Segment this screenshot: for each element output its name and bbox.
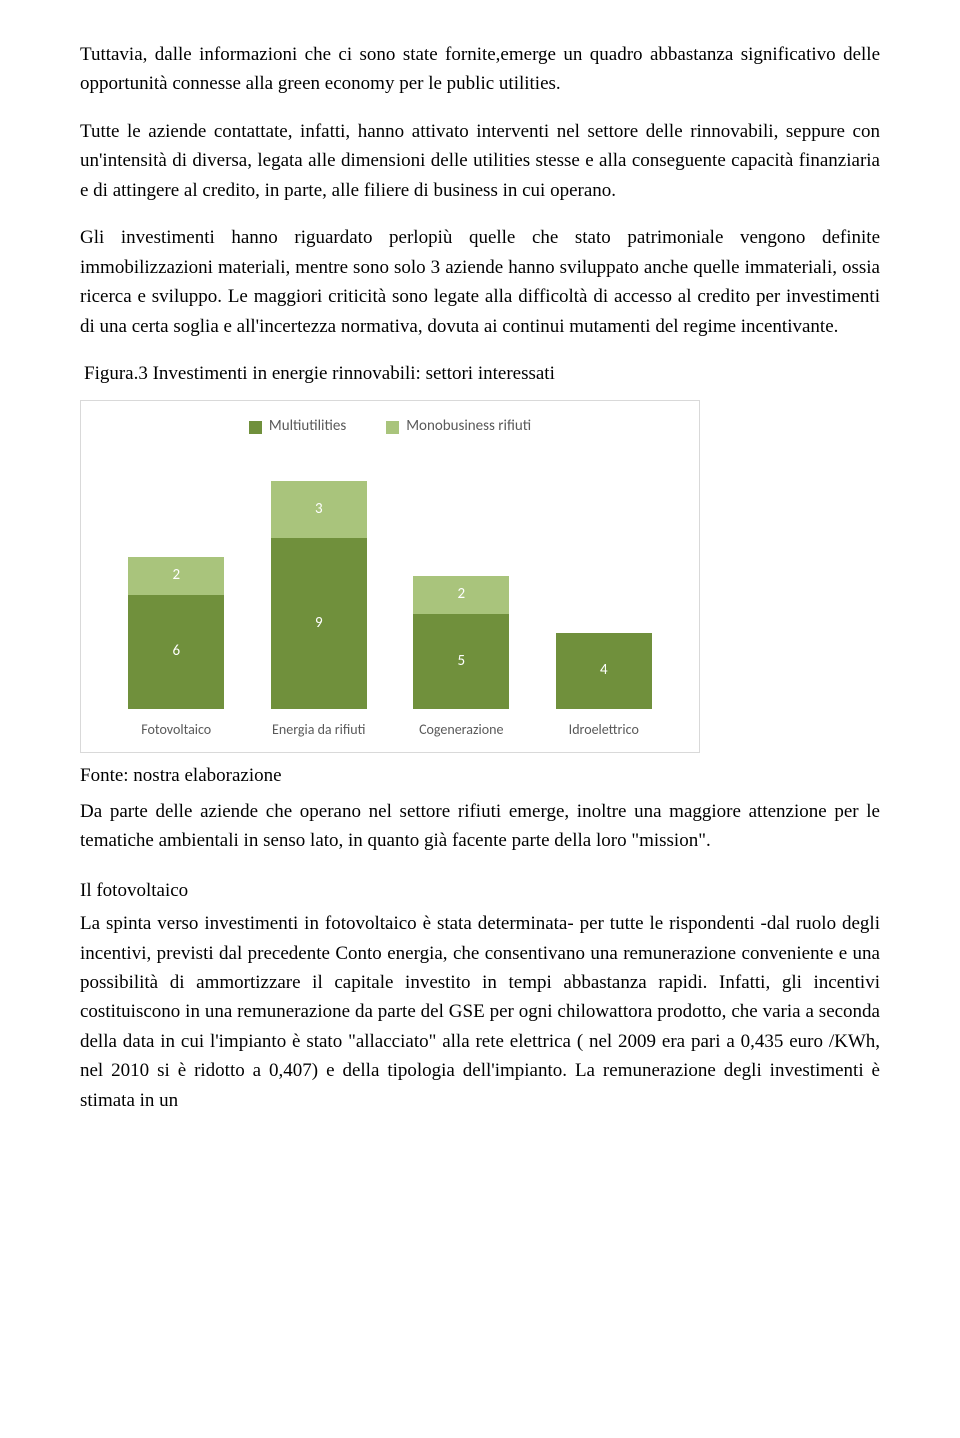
bar-segment-multiutilities: 5	[413, 614, 509, 709]
legend-item: Monobusiness rifiuti	[386, 415, 531, 438]
legend-swatch	[249, 421, 262, 434]
bar-segment-monobusiness: 3	[271, 481, 367, 538]
legend-item: Multiutilities	[249, 415, 346, 438]
bar-segment-multiutilities: 6	[128, 595, 224, 709]
bar-stack: 93	[271, 481, 367, 709]
body-paragraph: Gli investimenti hanno riguardato perlop…	[80, 223, 880, 341]
bar-segment-monobusiness: 2	[128, 557, 224, 595]
body-paragraph: La spinta verso investimenti in fotovolt…	[80, 909, 880, 1115]
bar-segment-multiutilities: 9	[271, 538, 367, 709]
bar-segment-multiutilities: 4	[556, 633, 652, 709]
legend-label: Multiutilities	[269, 415, 346, 438]
body-paragraph: Tutte le aziende contattate, infatti, ha…	[80, 117, 880, 205]
bar-column: 62	[111, 557, 241, 709]
body-paragraph: Da parte delle aziende che operano nel s…	[80, 797, 880, 856]
bar-stack: 62	[128, 557, 224, 709]
legend-label: Monobusiness rifiuti	[406, 415, 531, 438]
axis-category-label: Fotovoltaico	[111, 719, 241, 741]
section-subheading: Il fotovoltaico	[80, 876, 880, 905]
axis-category-label: Energia da rifiuti	[254, 719, 384, 741]
bar-column: 93	[254, 481, 384, 709]
bar-column: 4	[539, 633, 669, 709]
chart-legend: Multiutilities Monobusiness rifiuti	[99, 415, 681, 438]
body-paragraph: Tuttavia, dalle informazioni che ci sono…	[80, 40, 880, 99]
legend-swatch	[386, 421, 399, 434]
bar-segment-monobusiness: 2	[413, 576, 509, 614]
bar-stack: 52	[413, 576, 509, 709]
chart-axis-labels: Fotovoltaico Energia da rifiuti Cogenerazi…	[99, 719, 681, 741]
axis-category-label: Idroelettrico	[539, 719, 669, 741]
figure-caption: Figura.3 Investimenti in energie rinnova…	[84, 359, 880, 388]
bar-column: 52	[396, 576, 526, 709]
chart-container: MultiutilitiesMonobusiness rifiuti 62935…	[80, 400, 700, 753]
figure-source: Fonte: nostra elaborazione	[80, 761, 880, 790]
chart-bars: 6293524	[99, 459, 681, 709]
axis-category-label: Cogenerazione	[396, 719, 526, 741]
bar-stack: 4	[556, 633, 652, 709]
